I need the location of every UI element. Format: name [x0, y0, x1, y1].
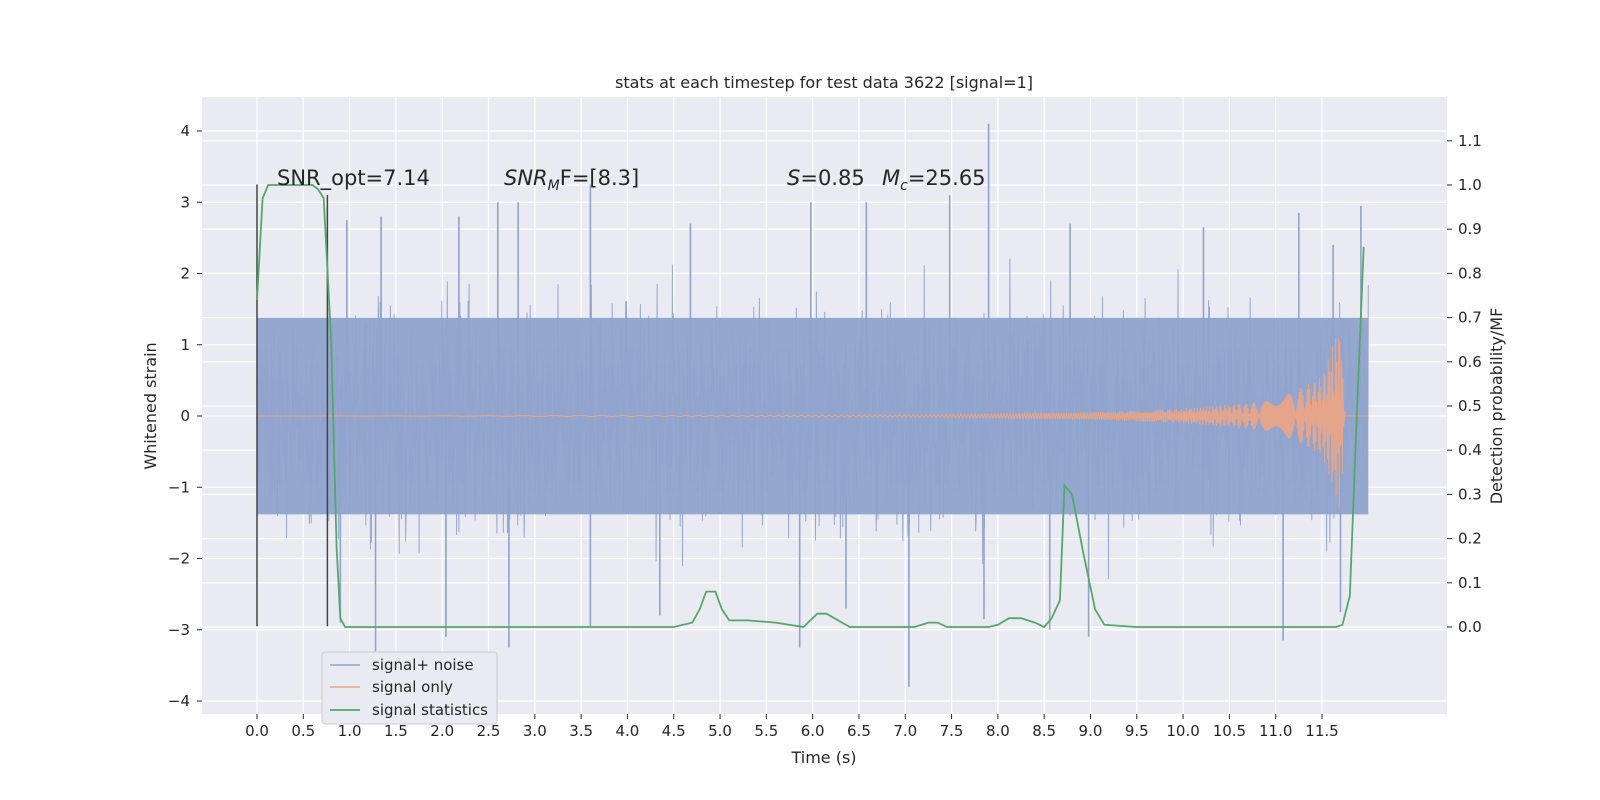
x-tick-label-12: 6.0	[801, 722, 825, 740]
y2-tick-label-4: 0.7	[1458, 309, 1482, 327]
x-tick-label-5: 2.5	[477, 722, 501, 740]
x-tick-label-1: 0.5	[291, 722, 315, 740]
annotation-snr-mf-tail: F=[8.3]	[560, 166, 639, 190]
x-tick-label-0: 0.0	[245, 722, 269, 740]
legend-label-noise: signal+ noise	[372, 656, 474, 674]
y-tick-label-1: 3	[180, 193, 190, 211]
x-tick-label-20: 10.0	[1166, 722, 1199, 740]
x-tick-label-16: 8.0	[986, 722, 1010, 740]
legend-label-statistics: signal statistics	[372, 701, 488, 719]
axis-ticks: 0.0 0.5 1.0 1.5 2.0 2.5 3.0 3.5 4.0 4.5 5.0 5.5 6.0 6…	[168, 122, 1482, 740]
y-tick-label-5: −1	[168, 478, 190, 496]
annotation-snr-mf: SNRMF=[8.3]	[504, 166, 639, 194]
x-axis-title: Time (s)	[790, 748, 856, 767]
x-tick-label-13: 6.5	[847, 722, 871, 740]
y2-tick-label-0: 1.1	[1458, 132, 1482, 150]
y2-tick-label-6: 0.5	[1458, 397, 1482, 415]
x-tick-label-21: 10.5	[1213, 722, 1246, 740]
y2-axis-title: Detection probability/MF	[1487, 308, 1506, 505]
y2-tick-label-3: 0.8	[1458, 264, 1482, 282]
annotation-snr-opt: SNR_opt=7.14	[277, 166, 430, 191]
x-tick-label-6: 3.0	[523, 722, 547, 740]
y2-tick-label-5: 0.6	[1458, 353, 1482, 371]
chart-title: stats at each timestep for test data 362…	[615, 73, 1033, 92]
x-tick-label-4: 2.0	[430, 722, 454, 740]
x-tick-label-11: 5.5	[754, 722, 778, 740]
y2-tick-label-8: 0.3	[1458, 485, 1482, 503]
legend-label-signal-only: signal only	[372, 678, 453, 696]
y2-tick-label-9: 0.2	[1458, 530, 1482, 548]
x-tick-label-3: 1.5	[384, 722, 408, 740]
x-tick-label-23: 11.5	[1305, 722, 1338, 740]
annotation-mc-sub: c	[900, 178, 908, 194]
y-axis-title: Whitened strain	[141, 342, 160, 469]
legend-box	[321, 651, 498, 725]
signal-statistics-series	[256, 184, 1365, 629]
x-tick-label-14: 7.0	[893, 722, 917, 740]
x-tick-label-10: 5.0	[708, 722, 732, 740]
x-tick-label-7: 3.5	[569, 722, 593, 740]
y-tick-label-7: −3	[168, 621, 190, 639]
x-tick-label-18: 9.0	[1079, 722, 1103, 740]
annotation-s-tail: =0.85	[800, 166, 864, 190]
y2-tick-label-10: 0.1	[1458, 574, 1482, 592]
annotation-snr-mf-sub: M	[548, 178, 560, 194]
annotation-s-base: S	[787, 166, 800, 190]
signal-only-series	[257, 337, 1369, 509]
annotation-s: S=0.85	[787, 166, 865, 190]
y-tick-label-0: 4	[180, 122, 190, 140]
x-tick-label-15: 7.5	[940, 722, 964, 740]
x-tick-label-9: 4.5	[662, 722, 686, 740]
y2-tick-label-1: 1.0	[1458, 176, 1482, 194]
annotation-snr-mf-base: SNR	[504, 166, 548, 190]
y-tick-label-2: 2	[180, 265, 190, 283]
y2-tick-label-2: 0.9	[1458, 220, 1482, 238]
x-tick-label-22: 11.0	[1259, 722, 1292, 740]
annotation-mc-base: M	[882, 166, 900, 190]
signal-only-line	[257, 337, 1369, 509]
annotation-mc: Mc=25.65	[882, 166, 986, 194]
y2-tick-label-7: 0.4	[1458, 441, 1482, 459]
x-tick-label-8: 4.0	[616, 722, 640, 740]
x-tick-label-19: 9.5	[1125, 722, 1149, 740]
legend: signal+ noise signal only signal statist…	[321, 651, 498, 725]
x-tick-label-2: 1.0	[338, 722, 362, 740]
annotation-mc-tail: =25.65	[908, 166, 986, 190]
y-tick-label-4: 0	[180, 407, 190, 425]
y-tick-label-6: −2	[168, 550, 190, 568]
y-tick-label-3: 1	[180, 336, 190, 354]
x-tick-label-17: 8.5	[1032, 722, 1056, 740]
y-tick-label-8: −4	[168, 692, 190, 710]
y2-tick-label-11: 0.0	[1458, 618, 1482, 636]
signal-statistics-line	[256, 184, 1365, 629]
